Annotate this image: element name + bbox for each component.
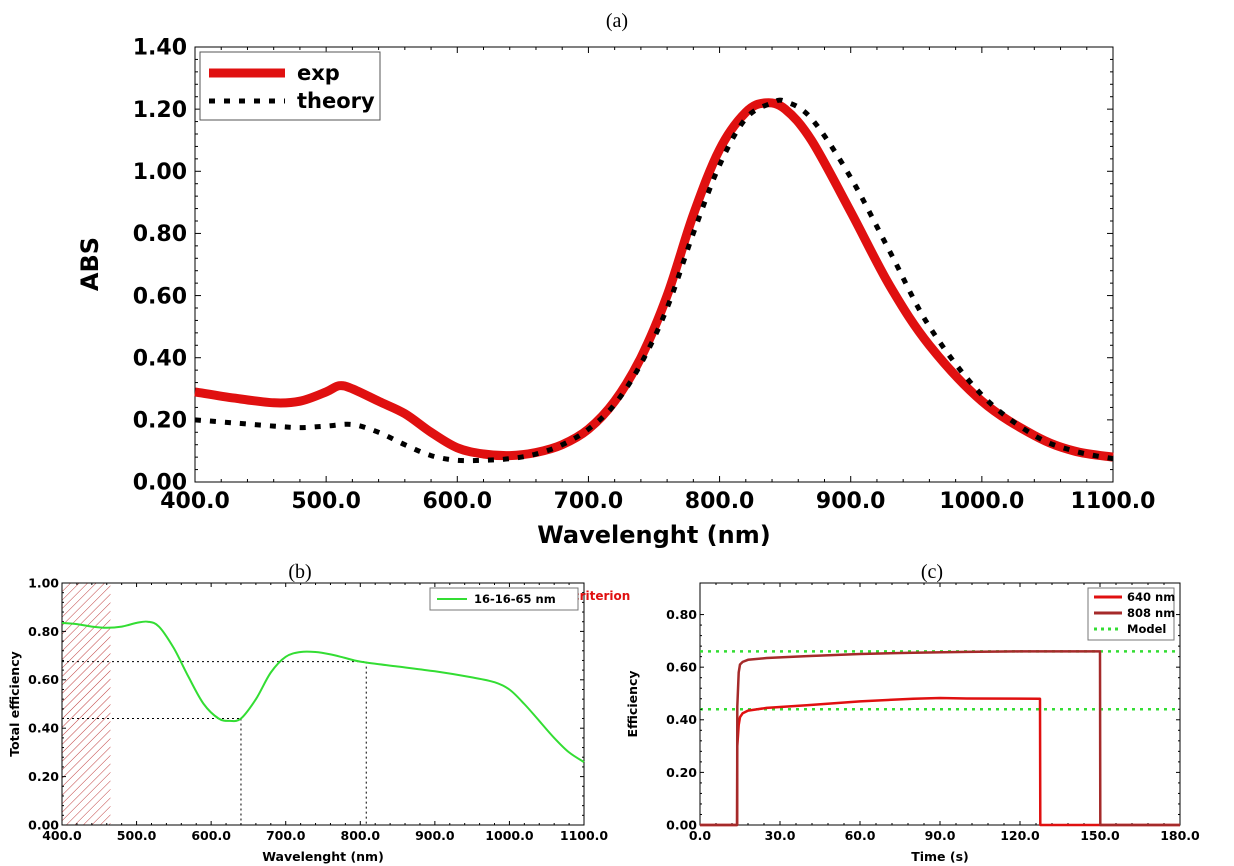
y-tick-label: 0.60 <box>28 672 59 687</box>
x-tick-label: 600.0 <box>191 828 231 843</box>
x-tick-label: 800.0 <box>341 828 381 843</box>
x-tick-label: 800.0 <box>685 489 755 514</box>
series-line-808-nm <box>700 650 1180 827</box>
y-tick-label: 0.60 <box>133 284 187 309</box>
y-tick-label: 0.80 <box>133 222 187 247</box>
y-tick-label: 0.60 <box>666 660 697 675</box>
x-tick-label: 900.0 <box>816 489 886 514</box>
chart-c-ylabel: Efficiency <box>625 670 640 737</box>
y-tick-label: 0.00 <box>666 817 697 832</box>
y-tick-label: 0.80 <box>666 607 697 622</box>
x-tick-label: 500.0 <box>291 489 361 514</box>
y-tick-label: 0.40 <box>133 346 187 371</box>
x-tick-label: 1100.0 <box>560 828 609 843</box>
x-tick-label: 400.0 <box>42 828 82 843</box>
x-tick-label: 1000.0 <box>939 489 1024 514</box>
chart-b-series <box>61 620 585 763</box>
panel-label-b: (b) <box>288 561 311 583</box>
series-line-exp <box>194 98 1114 462</box>
chart-a-legend: exp theory <box>199 51 381 121</box>
legend-label-808: 808 nm <box>1127 606 1175 620</box>
chart-b-ticks: 400.0 500.0 600.0 700.0 800.0 900.0 1000.0 1100… <box>28 575 608 843</box>
chart-c-xlabel: Time (s) <box>911 849 969 864</box>
chart-a: 400.0 500.0 600.0 700.0 800.0 900.0 1000.0 1100… <box>76 36 1155 549</box>
chart-c-ticks: 0.0 30.0 60.0 90.0 120.0 150.0 180.0 0.00 0.20 0.… <box>666 583 1200 843</box>
chart-b: 400.0 500.0 600.0 700.0 800.0 900.0 1000.0 1100… <box>7 575 630 864</box>
chart-c: 0.0 30.0 60.0 90.0 120.0 150.0 180.0 0.00 0.20 0.… <box>625 582 1200 864</box>
x-tick-label: 1100.0 <box>1071 489 1156 514</box>
chart-c-series <box>700 650 1180 827</box>
legend-label-16-16-65: 16-16-65 nm <box>474 592 556 606</box>
chart-b-guides <box>62 661 367 825</box>
chart-a-ticks: 400.0 500.0 600.0 700.0 800.0 900.0 1000.0 1100… <box>133 36 1156 514</box>
chart-c-legend: 640 nm 808 nm Model <box>1087 587 1175 641</box>
x-tick-label: 600.0 <box>422 489 492 514</box>
y-tick-label: 0.00 <box>133 471 187 496</box>
x-tick-label: 120.0 <box>1000 828 1040 843</box>
y-tick-label: 1.20 <box>133 98 187 123</box>
x-tick-label: 30.0 <box>765 828 796 843</box>
legend-label-exp: exp <box>297 61 340 85</box>
y-tick-label: 0.20 <box>666 765 697 780</box>
panel-label-a: (a) <box>606 10 628 32</box>
y-tick-label: 0.20 <box>28 769 59 784</box>
chart-b-rayleigh-region <box>62 583 111 825</box>
legend-label-640: 640 nm <box>1127 590 1175 604</box>
x-tick-label: 400.0 <box>160 489 230 514</box>
chart-b-legend: 16-16-65 nm <box>429 587 579 611</box>
series-line-16-16-65 <box>61 620 585 763</box>
y-tick-label: 0.80 <box>28 624 59 639</box>
y-tick-label: 0.40 <box>28 721 59 736</box>
x-tick-label: 90.0 <box>925 828 956 843</box>
x-tick-label: 150.0 <box>1080 828 1120 843</box>
series-line-theory <box>194 97 1114 464</box>
x-tick-label: 700.0 <box>554 489 624 514</box>
y-tick-label: 0.40 <box>666 712 697 727</box>
panel-label-c: (c) <box>921 561 943 583</box>
legend-label-theory: theory <box>297 89 375 113</box>
x-tick-label: 180.0 <box>1160 828 1200 843</box>
x-tick-label: 1000.0 <box>485 828 534 843</box>
x-tick-label: 700.0 <box>266 828 306 843</box>
chart-b-ylabel: Total efficiency <box>7 651 22 757</box>
chart-b-plot-area <box>61 582 585 826</box>
y-tick-label: 1.40 <box>133 36 187 61</box>
y-tick-label: 0.00 <box>28 817 59 832</box>
x-tick-label: 0.0 <box>689 828 711 843</box>
chart-b-xlabel: Wavelenght (nm) <box>262 849 384 864</box>
y-tick-label: 0.20 <box>133 409 187 434</box>
chart-a-xlabel: Wavelenght (nm) <box>537 521 770 549</box>
chart-b-legend-box <box>429 587 579 611</box>
x-tick-label: 900.0 <box>415 828 455 843</box>
y-tick-label: 1.00 <box>133 160 187 185</box>
chart-a-series <box>194 97 1114 464</box>
y-tick-label: 1.00 <box>28 575 59 590</box>
chart-a-ylabel: ABS <box>76 237 104 291</box>
legend-label-model: Model <box>1127 622 1166 636</box>
x-tick-label: 500.0 <box>117 828 157 843</box>
chart-a-legend-box <box>199 51 381 121</box>
x-tick-label: 60.0 <box>845 828 876 843</box>
